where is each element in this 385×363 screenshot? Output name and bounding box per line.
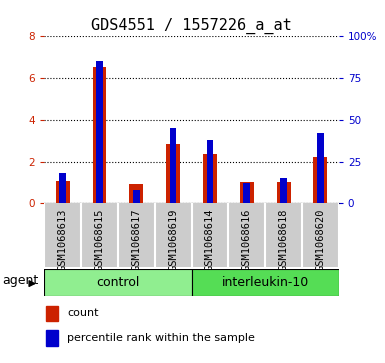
Bar xyxy=(133,190,140,203)
Bar xyxy=(46,306,59,321)
Bar xyxy=(129,184,143,203)
Title: GDS4551 / 1557226_a_at: GDS4551 / 1557226_a_at xyxy=(91,17,292,33)
Bar xyxy=(192,269,339,296)
Bar xyxy=(280,178,287,203)
Bar xyxy=(56,182,70,203)
Text: GSM1068620: GSM1068620 xyxy=(315,208,325,271)
Text: GSM1068613: GSM1068613 xyxy=(58,208,68,271)
Text: percentile rank within the sample: percentile rank within the sample xyxy=(67,333,255,343)
Text: agent: agent xyxy=(2,274,38,287)
Bar xyxy=(44,269,192,296)
Text: interleukin-10: interleukin-10 xyxy=(221,276,309,289)
Text: GSM1068616: GSM1068616 xyxy=(242,208,252,271)
Bar xyxy=(59,173,66,203)
Bar xyxy=(96,61,103,203)
Bar xyxy=(46,330,59,346)
Bar xyxy=(203,154,217,203)
Bar xyxy=(243,183,250,203)
Text: count: count xyxy=(67,309,99,318)
Bar xyxy=(240,182,254,203)
Text: GSM1068615: GSM1068615 xyxy=(94,208,104,271)
Bar xyxy=(170,128,176,203)
Text: GSM1068614: GSM1068614 xyxy=(205,208,215,271)
Bar xyxy=(313,158,327,203)
Bar xyxy=(317,133,324,203)
Bar xyxy=(207,140,213,203)
Bar xyxy=(276,182,291,203)
Bar xyxy=(166,144,180,203)
Text: GSM1068618: GSM1068618 xyxy=(279,208,289,271)
Text: control: control xyxy=(96,276,140,289)
Text: GSM1068617: GSM1068617 xyxy=(131,208,141,271)
Text: GSM1068619: GSM1068619 xyxy=(168,208,178,271)
Bar xyxy=(92,66,107,203)
